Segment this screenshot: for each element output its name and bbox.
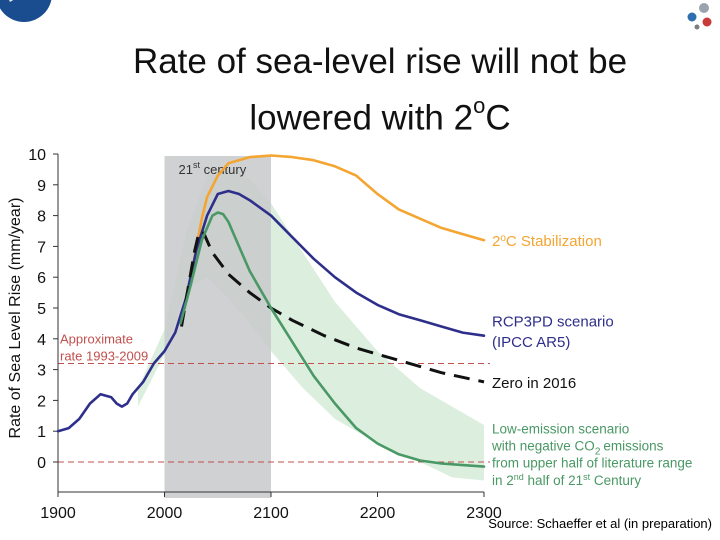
legend-low-half-text: half of 21 — [524, 473, 583, 488]
y-tick-label: 3 — [37, 363, 46, 380]
y-tick-label: 1 — [37, 424, 46, 441]
x-tick-label: 2200 — [360, 505, 396, 522]
x-tick-label: 1900 — [40, 505, 76, 522]
y-tick-label: 7 — [37, 239, 46, 256]
y-tick-label: 10 — [28, 147, 46, 164]
21st-century-shading — [164, 156, 271, 498]
y-tick-label: 6 — [37, 270, 46, 287]
legend-low-emission-line2: with negative CO2 emissions — [491, 438, 664, 457]
legend-low-emission-line4: in 2nd half of 21st Century — [492, 472, 641, 488]
x-tick-label: 2300 — [466, 505, 502, 522]
y-axis-label: Rate of Sea Level Rise (mm/year) — [7, 198, 24, 439]
legend-low-emissions-text: emissions — [603, 438, 663, 453]
legend-low-in-text: in 2 — [492, 473, 514, 488]
21st-century-label-sup: st — [193, 160, 201, 170]
degree-superscript: o — [473, 93, 486, 118]
slide-title: Rate of sea-level rise will not be lower… — [60, 38, 700, 143]
sea-level-chart: 21st century 0 1 2 3 4 5 6 7 8 9 10 1900 2000 2100 220… — [7, 147, 692, 522]
legend-rcp3pd-line1: RCP3PD scenario — [492, 313, 614, 330]
legend-zero-in-2016: Zero in 2016 — [492, 375, 576, 392]
y-tick-label: 5 — [37, 301, 46, 318]
legend-2c-num: 2 — [492, 233, 500, 250]
legend-low-emission-line3: from upper half of literature range — [492, 456, 692, 471]
series-2c-stabilization-line — [189, 154, 486, 279]
title-line-2-text: lowered with 2 — [249, 98, 474, 138]
globe-logo-icon — [0, 0, 56, 26]
y-tick-label: 2 — [37, 393, 46, 410]
legend-2c-stabilization: 2oC Stabilization — [492, 233, 602, 250]
source-note: Source: Schaeffer et al (in preparation) — [488, 516, 712, 531]
legend-low-emission-line1: Low-emission scenario — [492, 421, 629, 436]
y-tick-label: 9 — [37, 178, 46, 195]
legend-2c-sup: o — [500, 233, 506, 244]
atom-logo-icon — [682, 2, 716, 30]
approximate-rate-label-line2: rate 1993-2009 — [60, 348, 148, 363]
legend-low-st-sup: st — [583, 472, 591, 482]
21st-century-label-num: 21 — [179, 162, 193, 177]
series-rcp3pd-line — [56, 189, 486, 433]
legend-low-co-text: with negative CO — [491, 438, 595, 453]
title-line-2: lowered with 2oC — [60, 86, 700, 143]
legend-low-century-text: Century — [590, 473, 641, 488]
approximate-rate-label-line1: Approximate — [60, 331, 133, 346]
legend-low-co-subscript: 2 — [595, 446, 601, 457]
legend-low-nd-sup: nd — [514, 472, 524, 482]
21st-century-label: 21st century — [179, 160, 247, 177]
legend-rcp3pd-line2: (IPCC AR5) — [492, 334, 570, 351]
y-tick-label: 8 — [37, 209, 46, 226]
y-tick-label: 0 — [37, 455, 46, 472]
x-tick-label: 2000 — [147, 505, 183, 522]
y-tick-label: 4 — [37, 332, 46, 349]
title-line-2-unit: C — [485, 98, 511, 138]
x-tick-label: 2100 — [253, 505, 289, 522]
legend-2c-text: C Stabilization — [506, 233, 602, 250]
title-line-1: Rate of sea-level rise will not be — [132, 42, 628, 81]
series-low-emission-line — [179, 211, 486, 468]
